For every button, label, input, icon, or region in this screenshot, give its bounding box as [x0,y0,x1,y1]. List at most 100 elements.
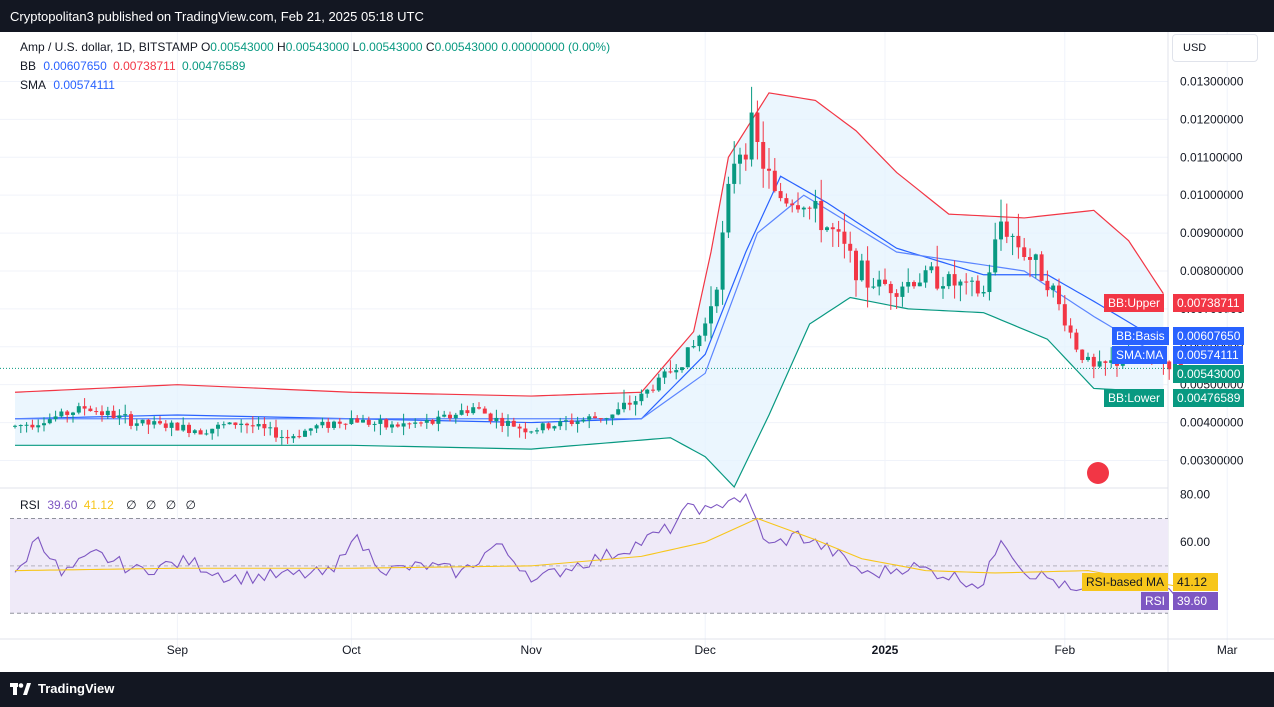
tradingview-logo[interactable]: TradingView [10,681,114,696]
candle-body [668,371,673,373]
candle-body [192,430,197,433]
candle-body [430,419,435,424]
candle-body [1080,349,1085,361]
rsi-price-tag: 39.60 [1173,592,1218,610]
candle-body [964,281,969,283]
sma-price-tag: 0.00574111 [1173,346,1243,364]
candle-body [993,239,998,273]
candle-body [1010,235,1015,237]
candle-body [865,260,870,288]
candle-body [627,402,632,405]
candle-body [146,419,151,425]
candle-body [564,420,568,422]
candle-body [24,424,29,426]
candle-body [250,425,255,427]
candle-body [71,412,75,415]
candle-body [227,422,232,425]
sma-legend[interactable]: SMA 0.00574111 [20,78,118,92]
candle-body [378,419,383,424]
rsi-legend[interactable]: RSI 39.60 41.12 ∅ ∅ ∅ ∅ [20,498,196,512]
candle-body [448,414,452,419]
candle-body [459,410,464,415]
time-tick-label: Mar [1217,643,1238,657]
bb-legend[interactable]: BB 0.00607650 0.00738711 0.00476589 [20,59,248,73]
candle-body [703,323,708,336]
candle-body [285,436,290,439]
chart-area[interactable]: 0.003000000.004000000.005000000.00600000… [0,32,1274,672]
candle-body [639,393,644,402]
candle-body [1086,356,1090,361]
candle-body [738,154,742,164]
bollinger-band-fill [15,92,1164,487]
candle-body [413,422,418,424]
us-flag-icon[interactable] [1087,462,1109,484]
candle-body [819,200,824,231]
candle-body [912,282,916,287]
time-tick-label: Oct [342,643,361,657]
candle-body [1109,360,1114,363]
brand-text: TradingView [38,681,115,696]
candle-body [813,200,818,209]
candle-body [308,428,313,431]
currency-button[interactable]: USD [1172,34,1258,62]
candle-body [552,426,557,429]
candle-body [419,422,423,424]
last-price-value: 0.00543000 [1177,367,1241,381]
candle-body [830,227,835,230]
bb-lower-value: 0.00476589 [181,59,246,73]
candle-body [656,377,661,391]
rsi-nil-2: ∅ [145,498,157,512]
candle-body [1091,356,1096,367]
candle-body [407,423,412,425]
candle-body [326,421,331,428]
bb-lower-tag: BB:Lower [1104,389,1165,407]
candle-body [720,232,725,290]
candle-body [216,424,220,429]
candle-body [848,243,853,251]
candle-body [349,418,354,425]
bb-basis-tag-value: 0.00607650 [1177,329,1241,343]
change-value: 0.00000000 (0.00%) [501,40,611,54]
candle-body [129,414,133,426]
candle-body [923,270,928,283]
rsi-ma-tag: RSI-based MA [1082,573,1169,591]
last-price-tag: 0.00543000 [1173,365,1245,383]
candle-body [187,424,191,433]
candle-body [941,286,945,289]
candle-body [981,292,986,294]
candle-body [877,279,882,287]
candle-body [372,423,377,425]
rsi-band-fill [10,518,1168,614]
candle-body [482,408,487,414]
bb-upper-line [14,92,1164,397]
bb-lower-tag-value: 0.00476589 [1177,391,1241,405]
candle-body [749,112,754,160]
candle-body [651,389,655,391]
candle-body [558,421,563,427]
rsi-nil-4: ∅ [185,498,196,512]
candle-body [871,286,876,288]
high-label: H [277,40,286,54]
candle-body [801,207,806,210]
chart-canvas[interactable]: 0.003000000.004000000.005000000.00600000… [0,32,1274,672]
candle-body [1103,361,1108,363]
candle-body [633,401,638,405]
candle-body [970,280,974,282]
candle-body [1028,257,1032,260]
candle-body [714,289,719,307]
candle-body [111,410,116,418]
rsi-ma-tag-label: RSI-based MA [1086,575,1165,589]
sma-tag: SMA:MA [1112,346,1168,364]
candle-body [906,282,911,287]
candle-body [1004,221,1009,237]
symbol-legend: Amp / U.S. dollar, 1D, BITSTAMP O0.00543… [20,40,610,54]
candle-body [332,421,336,428]
symbol-name: Amp / U.S. dollar, 1D, BITSTAMP [20,40,198,54]
rsi-tag: RSI [1141,592,1170,610]
candle-body [65,411,70,415]
candle-body [1178,360,1183,369]
candle-body [47,419,52,424]
candle-body [1057,285,1061,305]
bb-basis-price-tag: 0.00607650 [1173,327,1245,345]
candle-body [442,414,447,417]
